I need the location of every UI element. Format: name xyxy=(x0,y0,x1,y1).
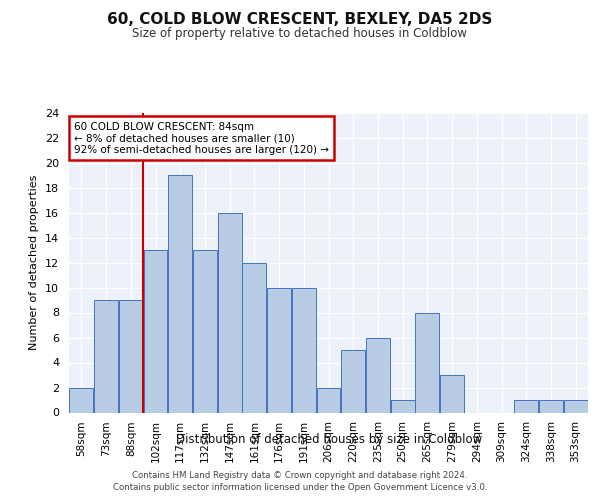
Bar xyxy=(539,400,563,412)
Bar xyxy=(415,312,439,412)
Text: Size of property relative to detached houses in Coldblow: Size of property relative to detached ho… xyxy=(133,28,467,40)
Bar xyxy=(267,288,291,412)
Bar xyxy=(514,400,538,412)
Bar xyxy=(366,338,390,412)
Bar xyxy=(292,288,316,412)
Text: 60 COLD BLOW CRESCENT: 84sqm
← 8% of detached houses are smaller (10)
92% of sem: 60 COLD BLOW CRESCENT: 84sqm ← 8% of det… xyxy=(74,122,329,154)
Bar xyxy=(440,375,464,412)
Bar xyxy=(341,350,365,412)
Bar xyxy=(70,388,94,412)
Bar xyxy=(317,388,340,412)
Bar xyxy=(168,175,192,412)
Text: Contains HM Land Registry data © Crown copyright and database right 2024.
Contai: Contains HM Land Registry data © Crown c… xyxy=(113,471,487,492)
Bar xyxy=(193,250,217,412)
Y-axis label: Number of detached properties: Number of detached properties xyxy=(29,175,40,350)
Bar xyxy=(119,300,143,412)
Bar xyxy=(242,262,266,412)
Bar xyxy=(563,400,587,412)
Text: 60, COLD BLOW CRESCENT, BEXLEY, DA5 2DS: 60, COLD BLOW CRESCENT, BEXLEY, DA5 2DS xyxy=(107,12,493,28)
Bar xyxy=(94,300,118,412)
Bar xyxy=(143,250,167,412)
Bar xyxy=(391,400,415,412)
Text: Distribution of detached houses by size in Coldblow: Distribution of detached houses by size … xyxy=(176,432,482,446)
Bar xyxy=(218,212,242,412)
